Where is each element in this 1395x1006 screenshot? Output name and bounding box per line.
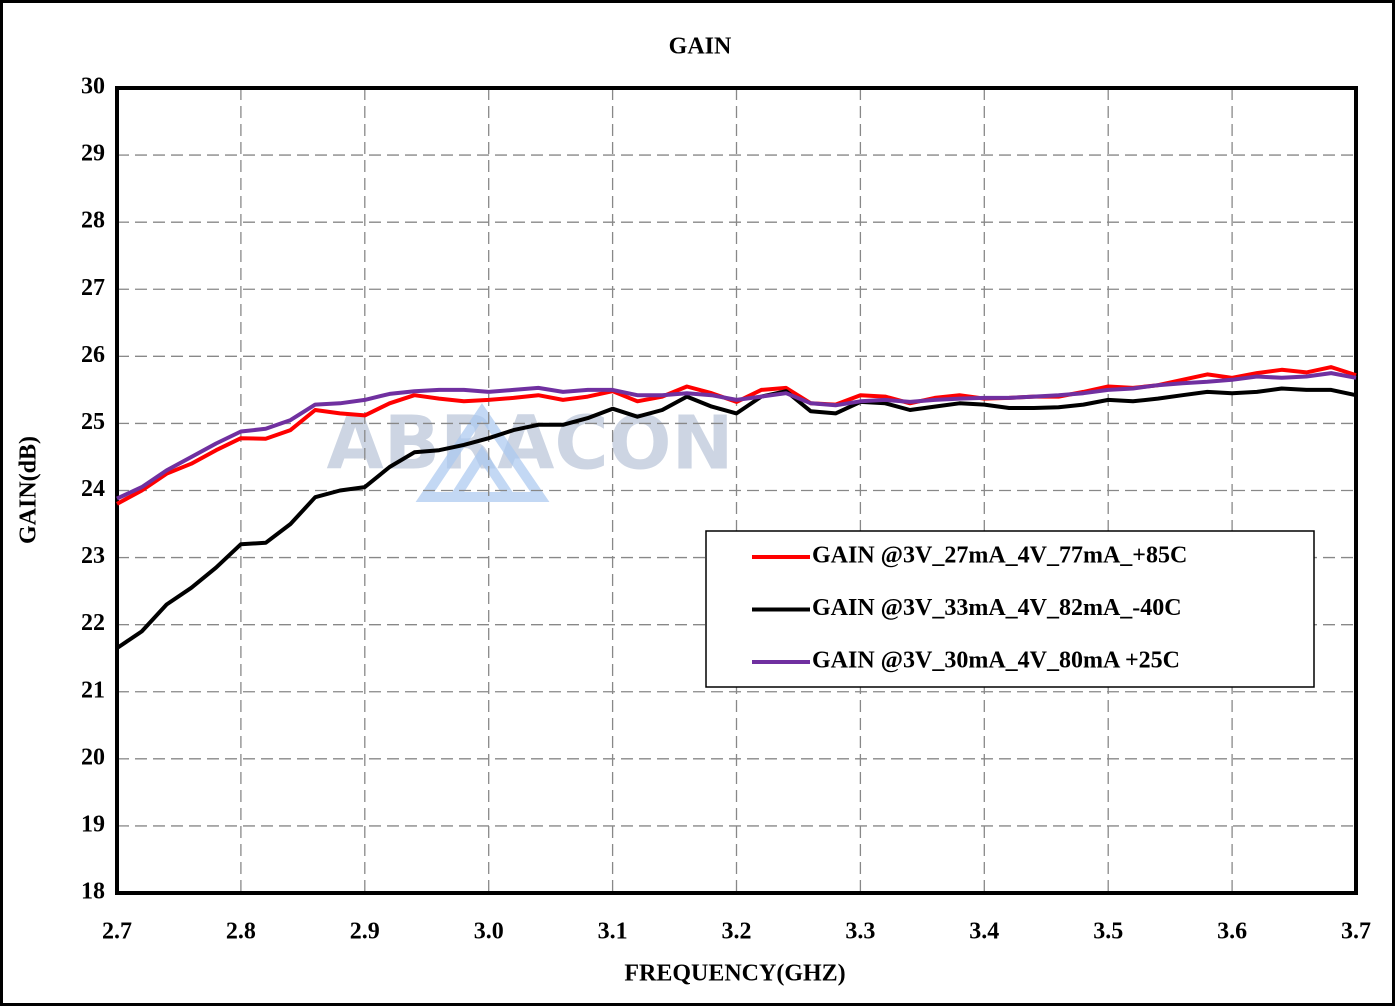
plot-border: [115, 86, 1358, 895]
y-tick-label: 19: [81, 811, 105, 837]
y-tick-label: 30: [81, 74, 105, 100]
x-tick-label: 2.7: [102, 919, 132, 945]
x-tick-label: 3.4: [969, 919, 999, 945]
y-tick-label: 24: [81, 476, 105, 502]
x-tick-label: 3.5: [1093, 919, 1123, 945]
legend-label: GAIN @3V_30mA_4V_80mA +25C: [812, 648, 1180, 674]
y-tick-label: 28: [81, 208, 105, 234]
y-tick-label: 22: [81, 610, 105, 636]
y-tick-label: 18: [81, 879, 105, 905]
x-tick-label: 3.1: [598, 919, 628, 945]
legend-label: GAIN @3V_33mA_4V_82mA_-40C: [812, 595, 1182, 621]
x-tick-label: 2.9: [350, 919, 380, 945]
y-tick-label: 23: [81, 543, 105, 569]
x-tick-label: 3.2: [722, 919, 752, 945]
legend-label: GAIN @3V_27mA_4V_77mA_+85C: [812, 543, 1187, 569]
x-tick-label: 3.7: [1341, 919, 1371, 945]
y-tick-label: 26: [81, 342, 105, 368]
y-tick-label: 27: [81, 275, 105, 301]
watermark: ABRACON: [326, 401, 733, 487]
y-tick-label: 25: [81, 409, 105, 435]
series-line: [115, 386, 1357, 650]
y-tick-label: 20: [81, 744, 105, 770]
y-axis-label: GAIN(dB): [16, 436, 42, 544]
x-tick-label: 2.8: [226, 919, 256, 945]
x-tick-label: 3.6: [1217, 919, 1247, 945]
series-line: [116, 371, 1357, 501]
watermark-logo: [415, 403, 550, 502]
y-tick-label: 29: [81, 141, 105, 167]
x-tick-label: 3.0: [474, 919, 504, 945]
x-axis-label: FREQUENCY(GHZ): [624, 961, 845, 987]
chart-title: GAIN: [669, 34, 732, 60]
y-tick-label: 21: [81, 677, 105, 703]
x-tick-label: 3.3: [845, 919, 875, 945]
